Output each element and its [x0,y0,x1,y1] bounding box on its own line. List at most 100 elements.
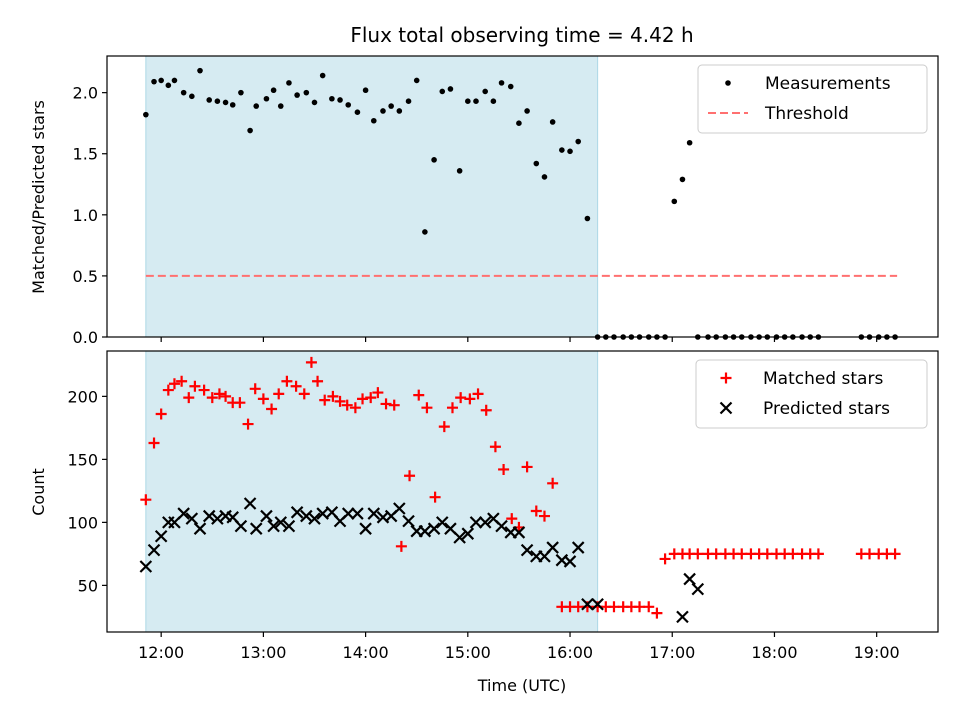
data-point [365,392,377,404]
y-axis-label: Matched/Predicted stars [29,100,48,294]
legend-swatch [719,401,733,415]
y-tick-label: 1.0 [73,206,98,225]
data-point [402,514,415,528]
data-point [388,399,400,411]
data-point [294,92,300,98]
data-point [165,82,172,89]
x-tick-label: 18:00 [751,643,797,662]
data-point [736,548,748,560]
data-point [676,610,689,624]
data-point [530,505,542,517]
data-point [281,375,293,387]
legend-box [697,64,928,134]
data-point [683,572,696,586]
data-point [567,148,573,155]
data-point [427,522,441,535]
data-point [180,89,187,96]
data-point [507,83,514,90]
x-tick-label: 19:00 [854,643,900,662]
data-point [267,519,280,533]
data-point [362,87,369,94]
data-point [312,375,324,387]
legend-swatch [720,372,732,384]
data-point [521,461,533,473]
x-tick-label: 12:00 [138,643,184,662]
data-point [446,402,458,414]
data-point [864,548,876,560]
data-point [249,383,261,395]
legend-label: Matched stars [763,369,883,389]
data-point [447,86,454,92]
data-point [155,408,167,420]
data-point [270,87,277,94]
data-point [148,437,160,449]
data-point [282,519,296,533]
data-point [489,441,501,453]
data-point [140,494,152,506]
data-point [308,512,321,525]
data-point [213,388,225,400]
data-point [464,393,476,405]
data-point [305,356,317,368]
data-point [465,98,471,105]
data-point [183,392,195,404]
data-point [498,80,505,86]
data-point [473,98,479,105]
data-point [211,512,224,525]
data-point [495,519,508,533]
chart-title: Flux total observing time = 4.42 h [350,23,693,47]
data-point [413,77,420,84]
data-point [229,102,236,108]
data-point [679,176,686,183]
legend: Measurements Threshold [697,64,928,134]
x-axis-label: Time (UTC) [477,676,566,695]
data-point [686,139,693,146]
y-tick-label: 2.0 [73,84,98,103]
y-tick-label: 100 [67,513,98,532]
data-point [290,380,302,392]
legend: Matched stars Predicted stars [695,359,928,429]
data-point [206,97,213,103]
y-tick-label: 200 [67,387,98,406]
data-point [260,509,273,523]
data-point [139,560,153,573]
data-point [787,548,799,560]
data-point [455,392,467,404]
data-point [189,380,201,392]
data-point [541,174,548,180]
data-point [345,102,352,108]
data-point [393,502,406,515]
data-point [234,519,248,533]
y-axis-label: Count [29,468,48,516]
data-point [349,402,361,414]
data-point [761,548,773,560]
data-point [563,555,577,568]
data-point [185,512,199,525]
data-point [286,80,292,86]
data-point [405,98,412,105]
data-point [238,89,244,96]
data-point [193,522,207,535]
data-point [189,93,195,100]
data-point [341,399,353,411]
data-point [176,375,188,387]
panel-ratio: 0.0 0.5 1.0 1.5 2.0 Matched/Predicted stars Me… [29,55,939,347]
data-point [889,548,901,560]
data-point [453,531,466,544]
data-point [482,88,488,95]
x-tick-label: 15:00 [445,643,491,662]
data-point [438,421,450,433]
data-point [692,548,704,560]
data-point [396,108,403,114]
data-point [512,526,526,539]
data-point [710,548,722,560]
panel-count: 50 100 150 200 12:00 13:00 14:00 15:00 16:00 17:0… [29,350,939,662]
data-point [319,394,331,406]
data-point [300,509,313,523]
y-tick-label: 1.5 [73,145,98,164]
data-point [671,198,678,205]
data-point [337,97,343,103]
data-point [257,393,269,405]
data-point [456,168,463,174]
